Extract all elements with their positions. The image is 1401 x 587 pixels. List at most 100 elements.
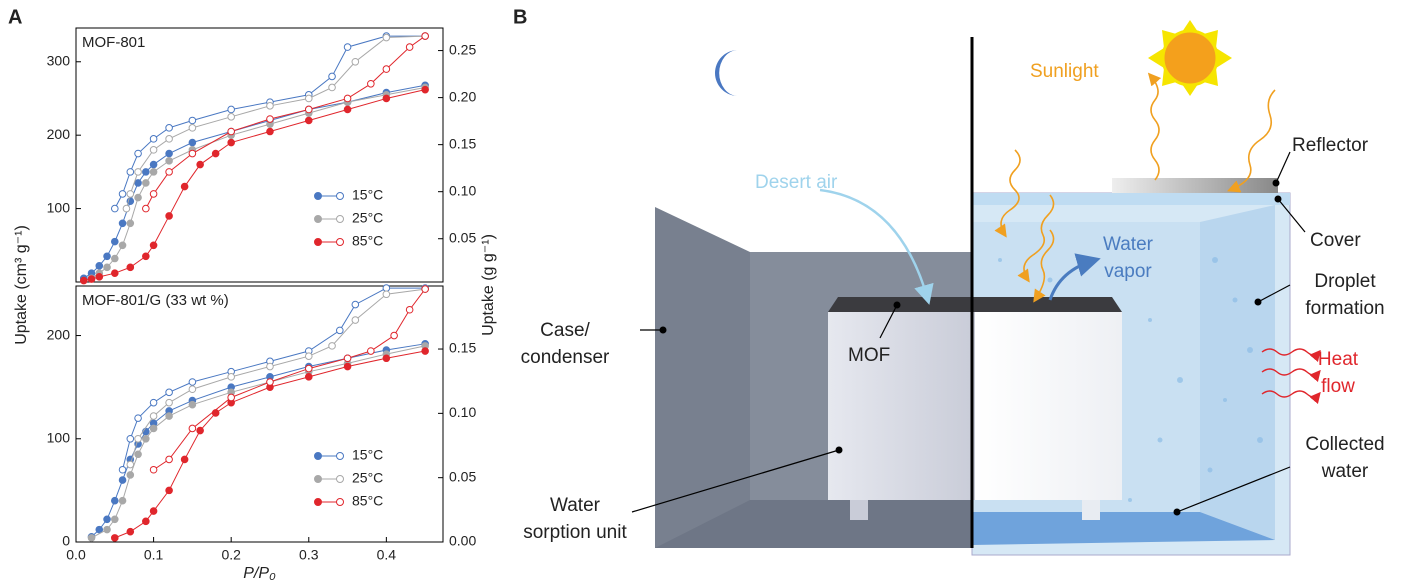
- callout-text: flow: [1321, 376, 1355, 397]
- desorption-point: [328, 72, 336, 81]
- callout-text: Sunlight: [1030, 61, 1099, 82]
- adsorption-point: [382, 94, 391, 103]
- case-side: [655, 207, 750, 548]
- adsorption-point: [95, 262, 104, 270]
- adsorption-point: [134, 450, 142, 459]
- y2-tick-label: 0.00: [449, 533, 476, 549]
- desorption-point: [421, 285, 429, 293]
- desorption-point: [149, 135, 158, 143]
- desorption-point: [118, 465, 127, 474]
- y2-tick-label: 0.25: [449, 41, 476, 57]
- desorption-point: [266, 115, 274, 123]
- desorption-point: [351, 57, 360, 66]
- desorption-point: [188, 124, 197, 132]
- adsorption-point: [142, 434, 150, 443]
- desorption-point: [304, 94, 313, 103]
- adsorption-point: [110, 237, 119, 246]
- adsorption-point: [79, 276, 88, 285]
- legend-marker: [336, 452, 344, 460]
- adsorption-point: [382, 354, 391, 363]
- desorption-point: [266, 102, 274, 110]
- desorption-point: [343, 354, 352, 363]
- y2-tick-label: 0.05: [449, 468, 476, 484]
- adsorption-point: [304, 116, 313, 125]
- case-floor: [655, 500, 972, 548]
- adsorption-point: [103, 525, 111, 534]
- heat-arrows: [1261, 348, 1321, 405]
- desorption-point: [382, 284, 391, 292]
- adsorption-point: [266, 127, 274, 136]
- desorption-point: [227, 127, 235, 136]
- adsorption-point: [95, 273, 104, 281]
- adsorption-point: [110, 269, 119, 277]
- isotherm-line: [129, 288, 426, 465]
- adsorption-point: [142, 517, 150, 526]
- desorption-point: [126, 190, 135, 198]
- y2-tick-label: 0.10: [449, 182, 476, 198]
- adsorption-point: [126, 219, 135, 228]
- legend-marker: [314, 192, 322, 200]
- y2-axis-label: Uptake (g g⁻¹): [480, 234, 497, 336]
- legend-label: 15°C: [352, 187, 383, 203]
- adsorption-point: [180, 455, 189, 464]
- desorption-point: [343, 94, 352, 103]
- sorption-unit: [828, 312, 1122, 500]
- legend-label: 25°C: [352, 210, 383, 226]
- y-axis-label: Uptake (cm³ g⁻¹): [13, 225, 30, 345]
- y-tick-label: 200: [47, 326, 71, 342]
- diagram: Desert air Sunlight Reflector Cover Water vap…: [521, 20, 1385, 556]
- adsorption-point: [142, 252, 150, 261]
- callout-text: Desert air: [755, 172, 838, 193]
- adsorption-point: [110, 534, 119, 542]
- callout-text: vapor: [1104, 261, 1152, 282]
- desorption-point: [134, 149, 142, 158]
- desorption-point: [126, 168, 135, 176]
- x-tick-label: 0.4: [377, 547, 397, 563]
- adsorption-point: [87, 534, 96, 542]
- legend-marker: [336, 498, 344, 506]
- leg: [850, 500, 868, 520]
- adsorption-point: [95, 525, 104, 534]
- adsorption-point: [211, 149, 220, 158]
- isotherm-line: [91, 345, 426, 539]
- adsorption-point: [421, 347, 429, 355]
- legend-label: 85°C: [352, 233, 383, 249]
- adsorption-point: [149, 507, 158, 515]
- desorption-point: [149, 146, 158, 154]
- legend-label: 25°C: [352, 470, 383, 486]
- chart-title: MOF-801: [82, 34, 145, 51]
- adsorption-point: [149, 168, 158, 176]
- adsorption-point: [126, 263, 135, 272]
- y-tick-label: 100: [47, 199, 71, 215]
- adsorption-point: [103, 252, 111, 261]
- adsorption-point: [165, 486, 173, 495]
- desorption-point: [390, 331, 398, 340]
- adsorption-point: [196, 160, 204, 169]
- leader-dots: [659, 179, 1282, 516]
- desorption-point: [142, 204, 150, 213]
- legend-label: 85°C: [352, 493, 383, 509]
- chart: MOF-801/G (33 wt %) 0 100 200 0.00 0.05 0.10 0.…: [47, 284, 476, 582]
- x-tick-label: 0.1: [144, 547, 164, 563]
- callout-text: sorption unit: [523, 522, 627, 543]
- callout-text: water: [1321, 461, 1369, 482]
- x-tick-label: 0.3: [299, 547, 319, 563]
- panel-label: B: [513, 6, 527, 28]
- callout-text: formation: [1305, 298, 1384, 319]
- y2-tick-label: 0.20: [449, 88, 476, 104]
- adsorption-point: [180, 182, 189, 191]
- glass-side: [1200, 205, 1275, 540]
- desorption-point: [149, 412, 158, 420]
- desorption-point: [118, 190, 127, 198]
- legend-marker: [314, 475, 322, 483]
- desorption-point: [266, 362, 274, 371]
- desorption-point: [188, 424, 197, 433]
- y2-tick-label: 0.15: [449, 135, 476, 151]
- adsorption-point: [142, 168, 150, 176]
- x-tick-label: 0.2: [221, 547, 241, 563]
- y-tick-label: 200: [47, 126, 71, 142]
- desorption-point: [134, 414, 142, 422]
- sun-arrows: [994, 72, 1276, 303]
- callout-text: Water: [1103, 234, 1154, 255]
